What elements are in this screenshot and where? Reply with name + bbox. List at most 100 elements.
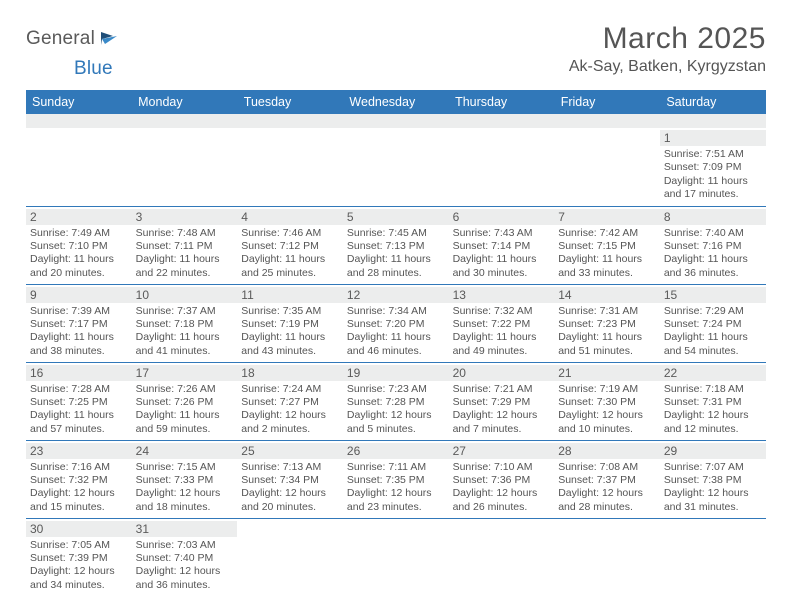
day-sun-info: Sunrise: 7:29 AMSunset: 7:24 PMDaylight:…: [664, 305, 762, 359]
calendar-day-cell: 5 Sunrise: 7:45 AMSunset: 7:13 PMDaylight…: [343, 206, 449, 284]
day-number: 29: [660, 443, 766, 459]
day-number: 24: [132, 443, 238, 459]
weekday-header: Friday: [554, 90, 660, 114]
day-sun-info: Sunrise: 7:07 AMSunset: 7:38 PMDaylight:…: [664, 461, 762, 515]
day-number: 25: [237, 443, 343, 459]
calendar-day-cell: 20Sunrise: 7:21 AMSunset: 7:29 PMDayligh…: [449, 362, 555, 440]
weekday-header: Wednesday: [343, 90, 449, 114]
day-sun-info: Sunrise: 7:40 AMSunset: 7:16 PMDaylight:…: [664, 227, 762, 281]
day-number: 10: [132, 287, 238, 303]
day-sun-info: Sunrise: 7:19 AMSunset: 7:30 PMDaylight:…: [558, 383, 656, 437]
day-sun-info: Sunrise: 7:26 AMSunset: 7:26 PMDaylight:…: [136, 383, 234, 437]
calendar-day-cell: [343, 128, 449, 206]
calendar-day-cell: 10 Sunrise: 7:37 AMSunset: 7:18 PMDayligh…: [132, 284, 238, 362]
day-number: 3: [132, 209, 238, 225]
calendar-day-cell: 6Sunrise: 7:43 AMSunset: 7:14 PMDaylight…: [449, 206, 555, 284]
day-sun-info: Sunrise: 7:24 AMSunset: 7:27 PMDaylight:…: [241, 383, 339, 437]
calendar-day-cell: 27 Sunrise: 7:10 AMSunset: 7:36 PMDayligh…: [449, 440, 555, 518]
calendar-body: 1Sunrise: 7:51 AMSunset: 7:09 PMDaylight…: [26, 114, 766, 596]
day-number: 27: [449, 443, 555, 459]
day-sun-info: Sunrise: 7:13 AMSunset: 7:34 PMDaylight:…: [241, 461, 339, 515]
calendar-day-cell: 4 Sunrise: 7:46 AMSunset: 7:12 PMDaylight…: [237, 206, 343, 284]
calendar-day-cell: 14Sunrise: 7:31 AMSunset: 7:23 PMDayligh…: [554, 284, 660, 362]
day-number: 18: [237, 365, 343, 381]
day-number: 11: [237, 287, 343, 303]
day-number: 20: [449, 365, 555, 381]
calendar-day-cell: [449, 518, 555, 596]
calendar-week-row: 2Sunrise: 7:49 AMSunset: 7:10 PMDaylight…: [26, 206, 766, 284]
day-number: 13: [449, 287, 555, 303]
calendar-week-row: 1Sunrise: 7:51 AMSunset: 7:09 PMDaylight…: [26, 128, 766, 206]
day-number: 31: [132, 521, 238, 537]
calendar-day-cell: [343, 518, 449, 596]
day-sun-info: Sunrise: 7:32 AMSunset: 7:22 PMDaylight:…: [453, 305, 551, 359]
weekday-header: Sunday: [26, 90, 132, 114]
calendar-day-cell: 9Sunrise: 7:39 AMSunset: 7:17 PMDaylight…: [26, 284, 132, 362]
calendar-day-cell: 29 Sunrise: 7:07 AMSunset: 7:38 PMDayligh…: [660, 440, 766, 518]
calendar-day-cell: 3 Sunrise: 7:48 AMSunset: 7:11 PMDaylight…: [132, 206, 238, 284]
calendar-header-row: Sunday Monday Tuesday Wednesday Thursday…: [26, 90, 766, 114]
weekday-header: Saturday: [660, 90, 766, 114]
calendar-day-cell: 12 Sunrise: 7:34 AMSunset: 7:20 PMDayligh…: [343, 284, 449, 362]
day-number: 14: [554, 287, 660, 303]
day-number: 26: [343, 443, 449, 459]
calendar-day-cell: 24 Sunrise: 7:15 AMSunset: 7:33 PMDayligh…: [132, 440, 238, 518]
brand-text-blue: Blue: [74, 58, 113, 80]
calendar-day-cell: 25 Sunrise: 7:13 AMSunset: 7:34 PMDayligh…: [237, 440, 343, 518]
calendar-day-cell: 11 Sunrise: 7:35 AMSunset: 7:19 PMDayligh…: [237, 284, 343, 362]
calendar-week-row: 23Sunrise: 7:16 AMSunset: 7:32 PMDayligh…: [26, 440, 766, 518]
day-number: 12: [343, 287, 449, 303]
calendar-day-cell: 7Sunrise: 7:42 AMSunset: 7:15 PMDaylight…: [554, 206, 660, 284]
day-number: 2: [26, 209, 132, 225]
calendar-day-cell: 21 Sunrise: 7:19 AMSunset: 7:30 PMDayligh…: [554, 362, 660, 440]
calendar-week-row: 9Sunrise: 7:39 AMSunset: 7:17 PMDaylight…: [26, 284, 766, 362]
day-sun-info: Sunrise: 7:46 AMSunset: 7:12 PMDaylight:…: [241, 227, 339, 281]
day-number: 4: [237, 209, 343, 225]
day-sun-info: Sunrise: 7:34 AMSunset: 7:20 PMDaylight:…: [347, 305, 445, 359]
calendar-table: Sunday Monday Tuesday Wednesday Thursday…: [26, 90, 766, 596]
day-number: 5: [343, 209, 449, 225]
day-number: 23: [26, 443, 132, 459]
calendar-day-cell: 22Sunrise: 7:18 AMSunset: 7:31 PMDayligh…: [660, 362, 766, 440]
day-sun-info: Sunrise: 7:39 AMSunset: 7:17 PMDaylight:…: [30, 305, 128, 359]
calendar-day-cell: 15Sunrise: 7:29 AMSunset: 7:24 PMDayligh…: [660, 284, 766, 362]
calendar-day-cell: 1Sunrise: 7:51 AMSunset: 7:09 PMDaylight…: [660, 128, 766, 206]
calendar-day-cell: [26, 128, 132, 206]
calendar-day-cell: [237, 518, 343, 596]
calendar-day-cell: 13 Sunrise: 7:32 AMSunset: 7:22 PMDayligh…: [449, 284, 555, 362]
calendar-week-row: 30 Sunrise: 7:05 AMSunset: 7:39 PMDayligh…: [26, 518, 766, 596]
day-sun-info: Sunrise: 7:18 AMSunset: 7:31 PMDaylight:…: [664, 383, 762, 437]
day-sun-info: Sunrise: 7:05 AMSunset: 7:39 PMDaylight:…: [30, 539, 128, 593]
day-sun-info: Sunrise: 7:15 AMSunset: 7:33 PMDaylight:…: [136, 461, 234, 515]
calendar-day-cell: 23Sunrise: 7:16 AMSunset: 7:32 PMDayligh…: [26, 440, 132, 518]
brand-logo: General: [26, 28, 123, 50]
day-sun-info: Sunrise: 7:08 AMSunset: 7:37 PMDaylight:…: [558, 461, 656, 515]
calendar-week-row: 16Sunrise: 7:28 AMSunset: 7:25 PMDayligh…: [26, 362, 766, 440]
day-sun-info: Sunrise: 7:42 AMSunset: 7:15 PMDaylight:…: [558, 227, 656, 281]
calendar-day-cell: 31 Sunrise: 7:03 AMSunset: 7:40 PMDayligh…: [132, 518, 238, 596]
day-number: 21: [554, 365, 660, 381]
calendar-day-cell: 18 Sunrise: 7:24 AMSunset: 7:27 PMDayligh…: [237, 362, 343, 440]
day-sun-info: Sunrise: 7:35 AMSunset: 7:19 PMDaylight:…: [241, 305, 339, 359]
day-number: 19: [343, 365, 449, 381]
calendar-day-cell: 17 Sunrise: 7:26 AMSunset: 7:26 PMDayligh…: [132, 362, 238, 440]
day-sun-info: Sunrise: 7:03 AMSunset: 7:40 PMDaylight:…: [136, 539, 234, 593]
calendar-day-cell: 8 Sunrise: 7:40 AMSunset: 7:16 PMDaylight…: [660, 206, 766, 284]
day-number: 17: [132, 365, 238, 381]
calendar-day-cell: 2Sunrise: 7:49 AMSunset: 7:10 PMDaylight…: [26, 206, 132, 284]
weekday-header: Tuesday: [237, 90, 343, 114]
calendar-day-cell: [660, 518, 766, 596]
weekday-header: Thursday: [449, 90, 555, 114]
day-sun-info: Sunrise: 7:28 AMSunset: 7:25 PMDaylight:…: [30, 383, 128, 437]
day-sun-info: Sunrise: 7:10 AMSunset: 7:36 PMDaylight:…: [453, 461, 551, 515]
day-number: 6: [449, 209, 555, 225]
calendar-day-cell: [554, 518, 660, 596]
title-block: March 2025 Ak-Say, Batken, Kyrgyzstan: [569, 22, 766, 76]
day-sun-info: Sunrise: 7:45 AMSunset: 7:13 PMDaylight:…: [347, 227, 445, 281]
day-number: 8: [660, 209, 766, 225]
day-number: 30: [26, 521, 132, 537]
day-sun-info: Sunrise: 7:37 AMSunset: 7:18 PMDaylight:…: [136, 305, 234, 359]
day-sun-info: Sunrise: 7:48 AMSunset: 7:11 PMDaylight:…: [136, 227, 234, 281]
calendar-page: General March 2025 Ak-Say, Batken, Kyrgy…: [0, 0, 792, 606]
calendar-day-cell: [554, 128, 660, 206]
